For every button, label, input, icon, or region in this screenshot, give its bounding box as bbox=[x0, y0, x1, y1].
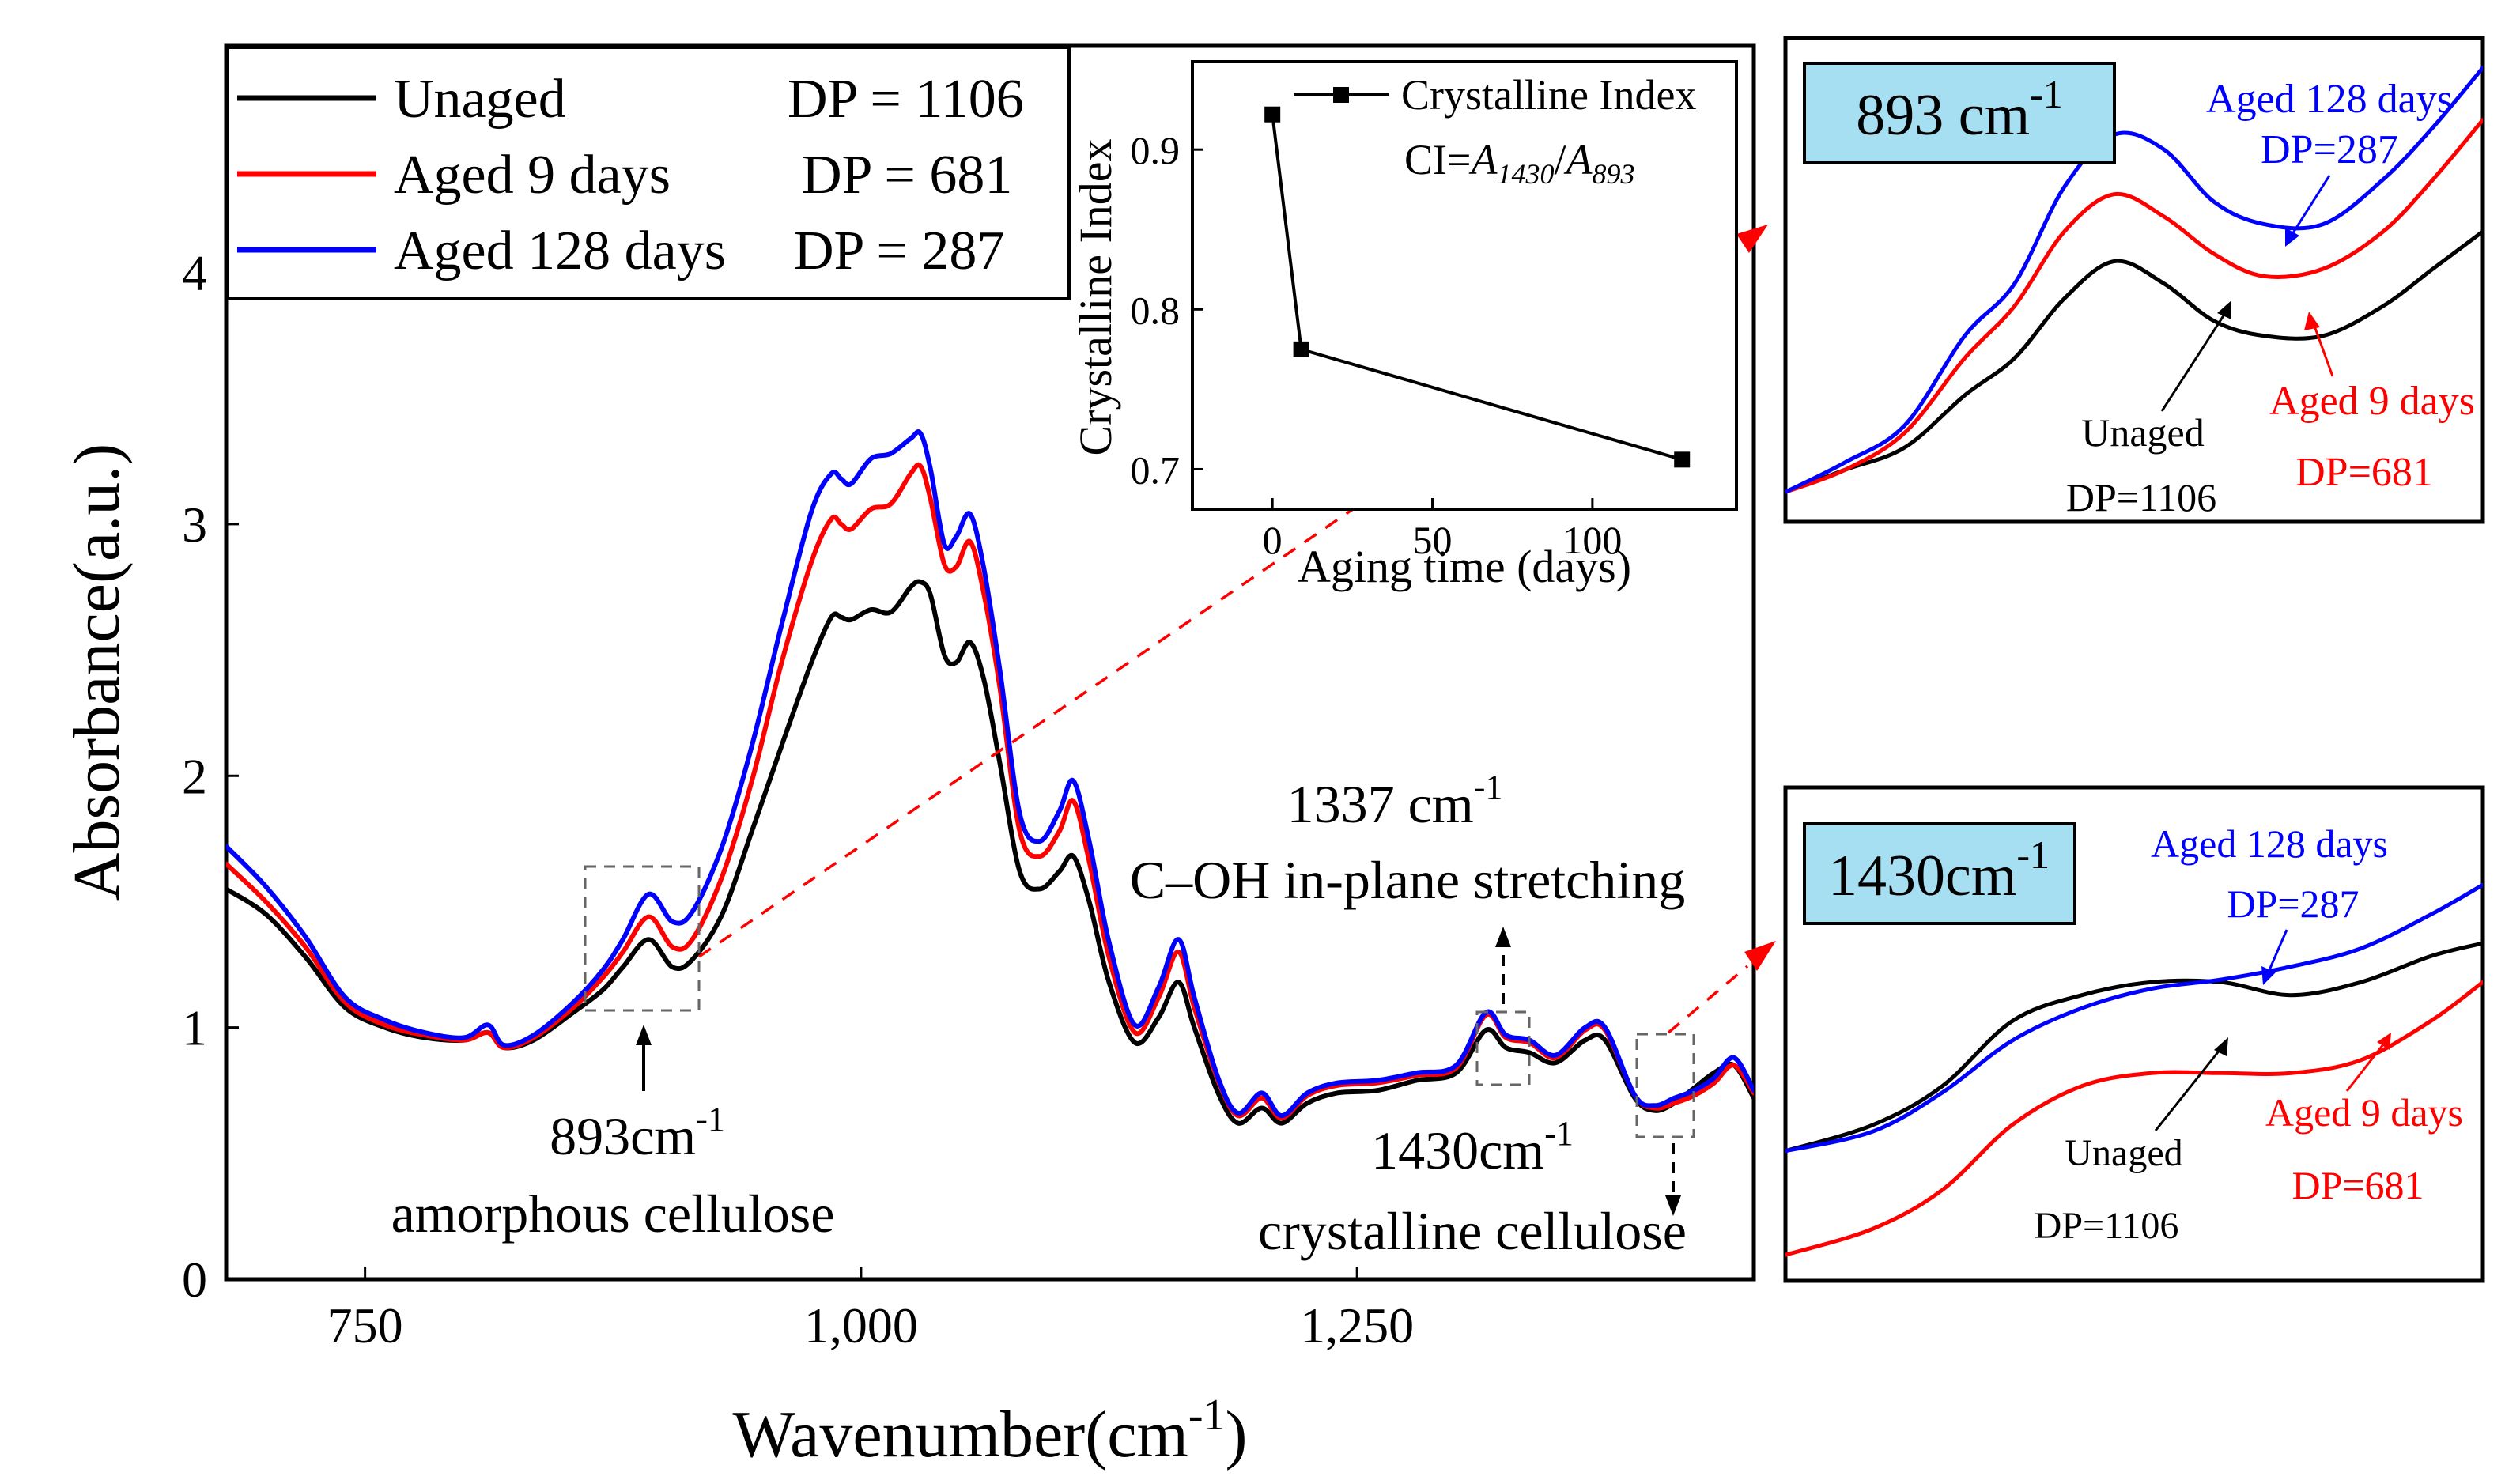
crystalline-index-inset: 0.7 0.8 0.9 0 50 100 Crystalline Index Aging… bbox=[1070, 60, 1738, 592]
main-y-tick-label-0: 0 bbox=[182, 1252, 207, 1308]
zoom893-pointer-aged9-head bbox=[2304, 312, 2320, 330]
zoom893-frame bbox=[1783, 36, 2485, 524]
zoom893-series-unaged bbox=[1785, 229, 2483, 494]
legend-dp-aged128: DP = 287 bbox=[794, 221, 1004, 281]
zoom893-dp-unaged: DP=1106 bbox=[2066, 475, 2216, 519]
main-series-unaged bbox=[226, 579, 1754, 1126]
main-x-tick-label-750: 750 bbox=[327, 1297, 403, 1354]
main-x-tick-label-1000: 1,000 bbox=[804, 1297, 918, 1354]
zoom1430-series-unaged bbox=[1785, 941, 2483, 1154]
zoom1430-label-aged128: Aged 128 days bbox=[2151, 821, 2388, 866]
main-y-tick-label-1: 1 bbox=[182, 1000, 207, 1056]
legend-label-unaged: Unaged bbox=[394, 69, 566, 130]
connector-1430-arrowhead bbox=[1744, 941, 1776, 971]
inset-x-axis-label: Aging time (days) bbox=[1298, 541, 1631, 592]
zoom893-label-unaged: Unaged bbox=[2081, 410, 2205, 455]
legend-dp-aged9: DP = 681 bbox=[802, 145, 1012, 206]
annotation-1430-value: 1430cm-1 bbox=[1371, 1114, 1574, 1180]
zoom1430-pointer-aged9-head bbox=[2377, 1033, 2391, 1050]
annotation-1337-desc: C–OH in-plane stretching bbox=[1130, 850, 1686, 910]
main-series-aged-128-days bbox=[226, 429, 1754, 1119]
annotation-893-desc: amorphous cellulose bbox=[391, 1184, 835, 1244]
inset-y-ticks: 0.7 0.8 0.9 bbox=[1131, 128, 1203, 492]
inset-y-tick-label-0: 0.7 bbox=[1131, 447, 1181, 492]
main-y-ticks: 0 1 2 3 4 bbox=[182, 245, 239, 1308]
zoom1430-title: 1430cm-1 bbox=[1828, 833, 2050, 908]
annotation-1430-desc: crystalline cellulose bbox=[1258, 1201, 1687, 1261]
zoom893-title-box bbox=[1803, 62, 2116, 164]
main-x-tick-label-1250: 1,250 bbox=[1300, 1297, 1414, 1354]
legend-label-aged9: Aged 9 days bbox=[394, 145, 671, 206]
inset-point-0 bbox=[1264, 106, 1281, 123]
inset-point-128 bbox=[1674, 451, 1691, 468]
zoom893-label-aged128: Aged 128 days bbox=[2206, 77, 2453, 122]
zoom1430-dp-aged9: DP=681 bbox=[2292, 1163, 2424, 1207]
zoom-box-1430 bbox=[1635, 1033, 1695, 1138]
arrow-1337-head bbox=[1495, 927, 1511, 947]
inset-frame bbox=[1191, 60, 1738, 511]
zoom1430-frame bbox=[1783, 785, 2485, 1283]
inset-legend-marker bbox=[1333, 87, 1349, 103]
zoom1430-pointer-aged128 bbox=[2265, 929, 2288, 978]
zoom893-pointer-aged9 bbox=[2310, 319, 2334, 377]
annotation-1337-value: 1337 cm-1 bbox=[1287, 768, 1503, 834]
zoom893-dp-aged9: DP=681 bbox=[2295, 450, 2433, 495]
annotation-893-value: 893cm-1 bbox=[550, 1100, 725, 1166]
inset-y-tick-label-1: 0.8 bbox=[1131, 288, 1181, 332]
inset-x-tick-label-50: 50 bbox=[1413, 518, 1453, 562]
zoom893-pointer-aged128-head bbox=[2285, 228, 2299, 247]
legend-dp-unaged: DP = 1106 bbox=[788, 69, 1024, 130]
zoom1430-label-unaged: Unaged bbox=[2065, 1132, 2182, 1174]
zoom-box-1337 bbox=[1475, 1010, 1531, 1086]
zoom1430-label-aged9: Aged 9 days bbox=[2265, 1090, 2463, 1135]
zoom1430-title-box bbox=[1803, 822, 2076, 925]
main-x-ticks: 750 1,000 1,250 bbox=[327, 1267, 1414, 1354]
zoom1430-dp-aged128: DP=287 bbox=[2227, 882, 2359, 926]
zoom1430-dp-unaged: DP=1106 bbox=[2035, 1205, 2179, 1247]
arrow-1430-head bbox=[1665, 1195, 1681, 1216]
zoom1430-series-group bbox=[1785, 882, 2483, 1257]
inset-point-9 bbox=[1293, 341, 1309, 357]
main-x-axis-label: Wavenumber(cm-1) bbox=[733, 1391, 1248, 1471]
inset-y-tick-label-2: 0.9 bbox=[1131, 128, 1181, 172]
main-y-axis-label: Absorbance(a.u.) bbox=[60, 444, 134, 901]
main-spectrum-panel: 0 1 2 3 4 750 1,000 1,250 Absorbance(a.u.) Wav… bbox=[60, 43, 1776, 1471]
zoom-panel-1430: 1430cm-1 Aged 128 days DP=287 Aged 9 day… bbox=[1783, 785, 2485, 1283]
inset-x-tick-label-0: 0 bbox=[1263, 518, 1283, 562]
arrow-893-head bbox=[636, 1025, 652, 1045]
main-series-group bbox=[226, 429, 1754, 1126]
inset-x-ticks: 0 50 100 bbox=[1263, 498, 1622, 562]
inset-legend-formula: CI=A1430/A893 bbox=[1404, 136, 1634, 190]
main-legend: Unaged DP = 1106 Aged 9 days DP = 681 Ag… bbox=[226, 46, 1071, 300]
zoom1430-pointer-unaged bbox=[2154, 1044, 2225, 1131]
main-y-tick-label-3: 3 bbox=[182, 497, 207, 553]
connector-1430-to-zoom bbox=[1667, 965, 1749, 1034]
zoom1430-pointer-aged128-head bbox=[2261, 966, 2276, 985]
zoom-box-893 bbox=[584, 865, 701, 1012]
zoom1430-pointer-aged9 bbox=[2345, 1040, 2388, 1092]
zoom1430-pointer-unaged-head bbox=[2214, 1037, 2228, 1056]
inset-y-axis-label: Crystalline Index bbox=[1070, 138, 1121, 455]
main-y-tick-label-2: 2 bbox=[182, 748, 207, 804]
zoom893-series-aged-9-days bbox=[1785, 118, 2483, 494]
zoom1430-series-aged-128-days bbox=[1785, 882, 2483, 1154]
main-y-tick-label-4: 4 bbox=[182, 245, 207, 301]
zoom893-label-aged9: Aged 9 days bbox=[2269, 379, 2475, 424]
inset-legend-label: Crystalline Index bbox=[1401, 71, 1696, 119]
zoom893-series-group bbox=[1785, 66, 2483, 494]
inset-series-group bbox=[1264, 106, 1691, 468]
zoom893-pointer-unaged bbox=[2160, 308, 2230, 412]
zoom893-pointer-unaged-head bbox=[2217, 300, 2231, 319]
zoom-panel-893: 893 cm-1 Aged 128 days DP=287 Aged 9 day… bbox=[1783, 36, 2485, 524]
zoom893-dp-aged128: DP=287 bbox=[2261, 127, 2398, 172]
zoom893-title: 893 cm-1 bbox=[1856, 72, 2063, 148]
inset-x-tick-label-100: 100 bbox=[1562, 518, 1622, 562]
legend-label-aged128: Aged 128 days bbox=[394, 221, 726, 281]
zoom893-series-aged-128-days bbox=[1785, 66, 2483, 494]
connector-893-arrowhead bbox=[1736, 225, 1768, 253]
zoom893-pointer-aged128 bbox=[2287, 175, 2331, 241]
zoom1430-series-aged-9-days bbox=[1785, 980, 2483, 1257]
